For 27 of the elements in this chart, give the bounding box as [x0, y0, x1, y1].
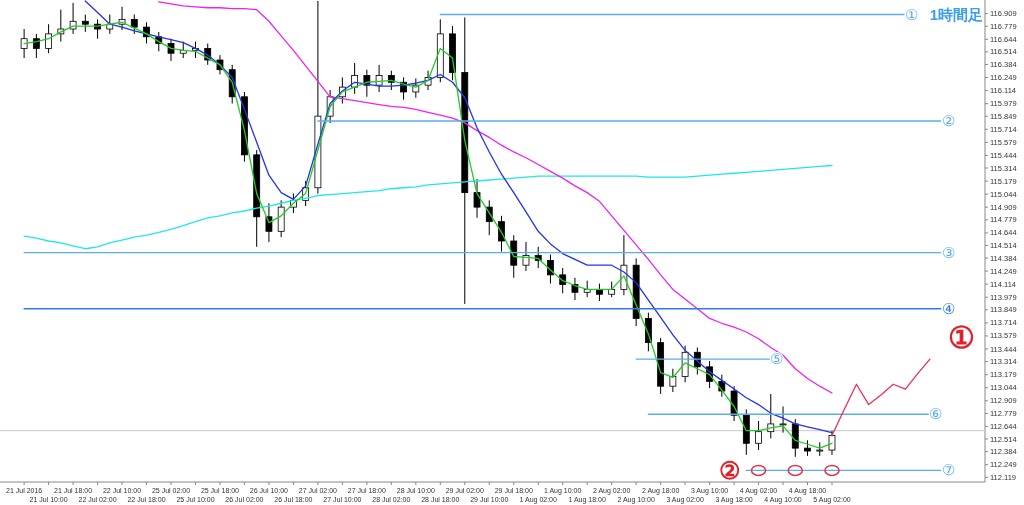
- series-label: ③: [941, 243, 955, 261]
- candlestick: [767, 393, 775, 439]
- candlestick: [20, 28, 28, 59]
- candlestick: [473, 178, 481, 219]
- candlestick: [828, 430, 836, 456]
- series-label: ①: [904, 5, 918, 23]
- candlestick: [755, 420, 762, 451]
- chart-title: 1時間足: [929, 6, 983, 23]
- candlestick: [669, 368, 677, 393]
- series-label: ②: [941, 111, 955, 129]
- candlestick: [547, 254, 554, 285]
- candlestick: [265, 202, 273, 243]
- series-label: ⑦: [941, 461, 955, 479]
- series-label: ⑤: [770, 350, 784, 368]
- series-label: ④: [941, 299, 955, 317]
- candlestick: [167, 38, 175, 62]
- annotation: ②: [719, 457, 742, 485]
- candlestick: [779, 406, 787, 434]
- candlestick: [522, 241, 530, 272]
- series-label: ⑥: [929, 405, 943, 423]
- line-series: [158, 1, 833, 394]
- candlestick: [45, 23, 52, 54]
- line-series: [23, 164, 833, 250]
- candlestick: [130, 14, 138, 35]
- candlestick: [375, 64, 383, 93]
- candlestick: [559, 267, 567, 294]
- annotation: ①: [948, 320, 976, 354]
